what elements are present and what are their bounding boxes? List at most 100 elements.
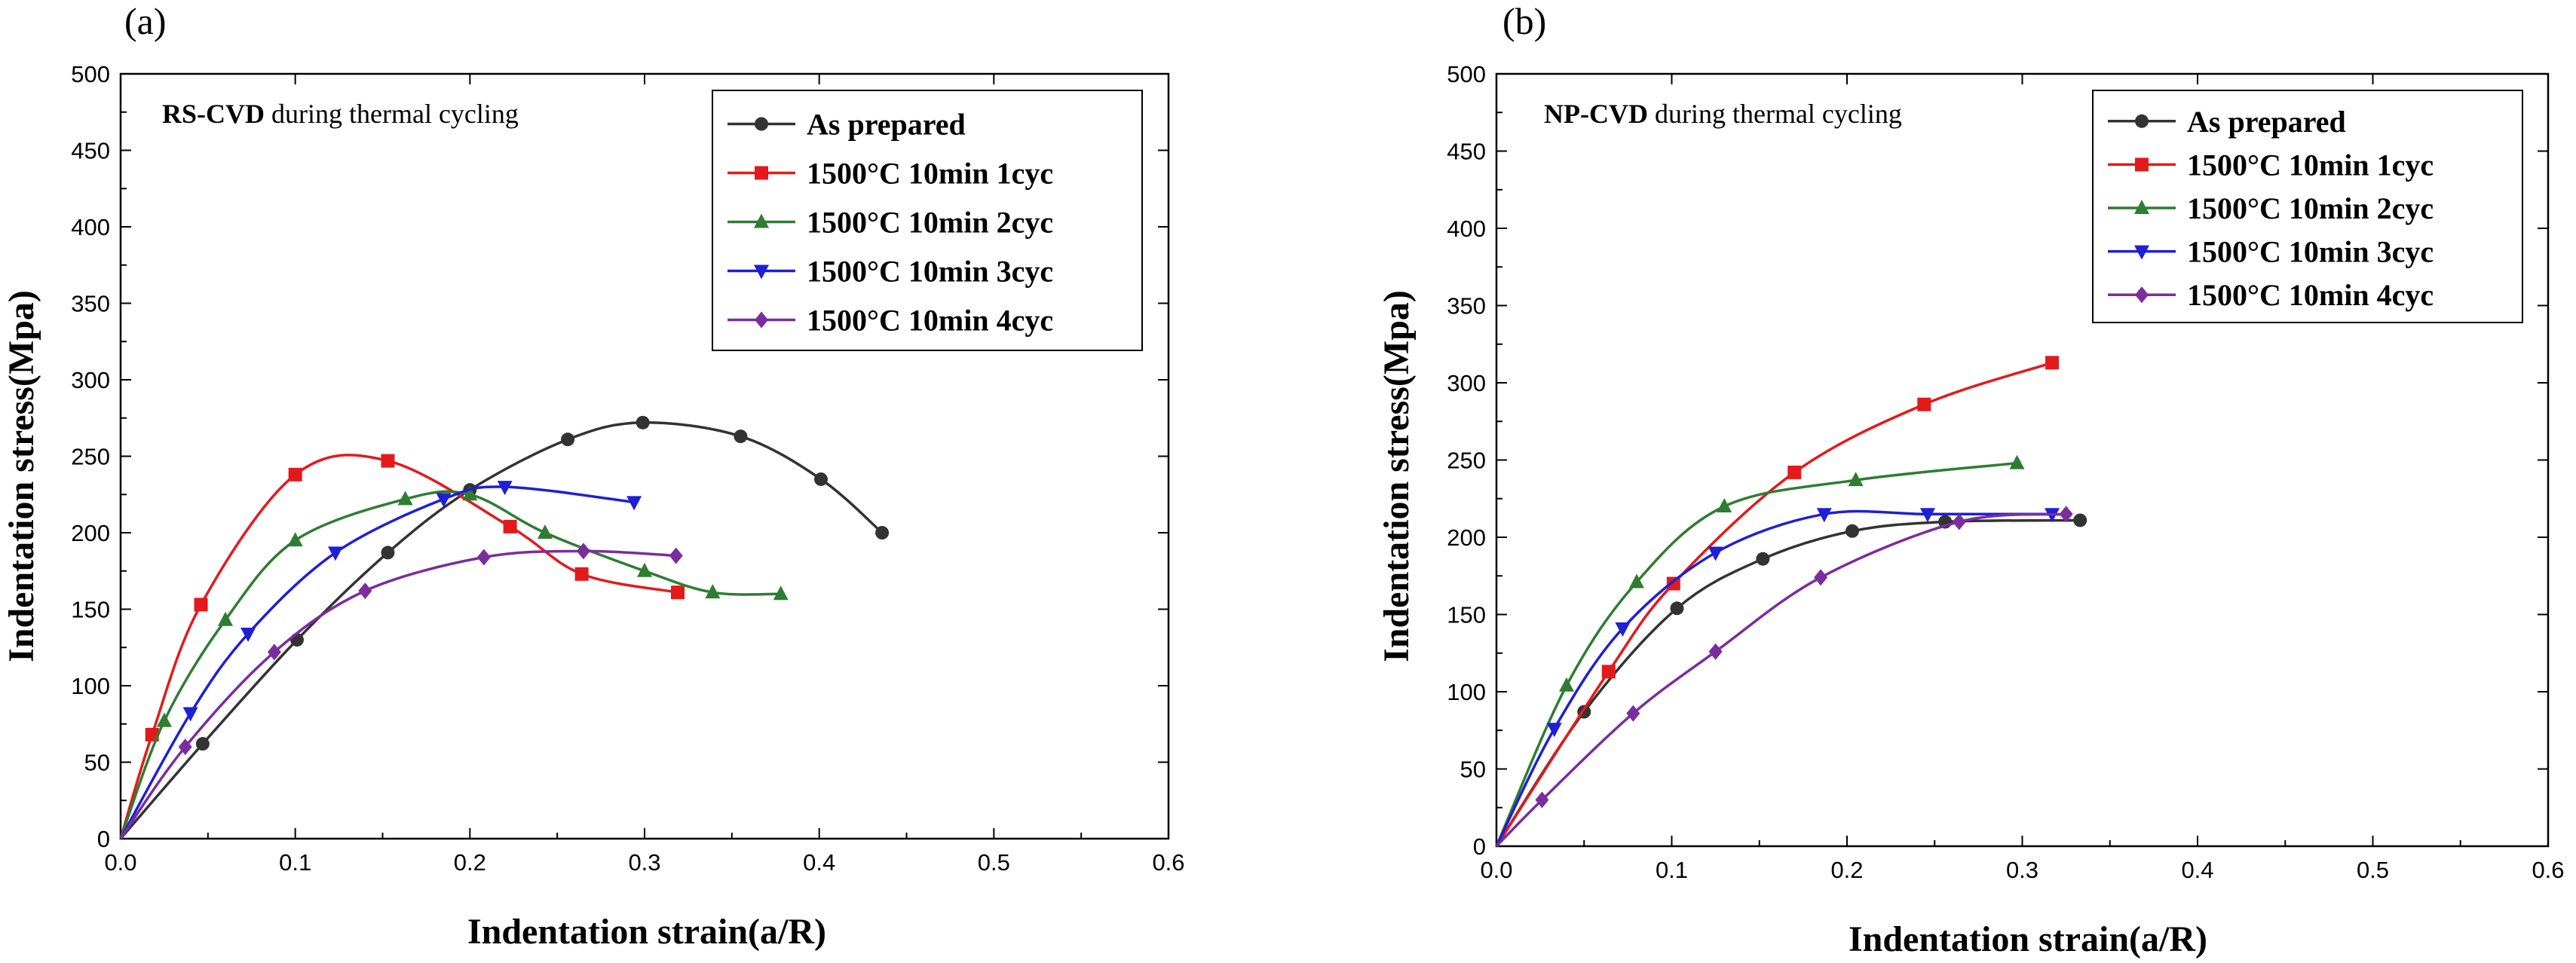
x-tick-label: 0.6 [1152, 849, 1184, 876]
data-point [1629, 573, 1644, 588]
data-point [2134, 245, 2149, 260]
y-tick-label: 200 [71, 520, 110, 546]
data-point [287, 532, 303, 547]
series-line [1495, 361, 2053, 847]
chart-annotation: RS-CVD during thermal cycling [162, 99, 519, 129]
data-point [1917, 397, 1931, 411]
data-point [2059, 506, 2073, 523]
data-point [1816, 508, 1832, 523]
data-point [397, 491, 413, 506]
panel-a: (a) 0.0 0.1 0.2 0.3 0.4 0.5 0.6 0 50 100 150 200 250… [2, 0, 1185, 952]
panel-b: (b) 0.0 0.1 0.2 0.3 0.4 0.5 0.6 0 50 100 150 200 250… [1377, 0, 2565, 959]
data-point [436, 493, 452, 508]
data-point [1666, 576, 1680, 591]
y-tick-label: 50 [1460, 757, 1486, 783]
data-point [1952, 513, 1966, 530]
y-tick-label: 300 [1447, 370, 1486, 396]
y-tick-label: 100 [71, 673, 110, 699]
data-point [1845, 524, 1859, 538]
y-tick-label: 150 [1447, 602, 1486, 628]
x-axis-title: Indentation strain(a/R) [467, 912, 826, 952]
data-point [289, 633, 304, 647]
data-point [178, 738, 192, 756]
y-tick-label: 100 [1447, 679, 1486, 705]
data-point [327, 546, 343, 561]
legend-box [712, 90, 1143, 351]
data-point [2135, 157, 2149, 172]
data-point [1919, 508, 1935, 523]
legend-label: 1500°C 10min 4cyc [2187, 278, 2434, 312]
series-group [119, 415, 890, 840]
data-point [537, 524, 553, 539]
x-tick-label: 0.0 [104, 849, 136, 876]
data-point [754, 264, 769, 280]
x-axis-title: Indentation strain(a/R) [1849, 919, 2207, 959]
data-point [1848, 472, 1864, 487]
data-point [503, 519, 517, 533]
annotation-text: during thermal cycling [1648, 99, 1902, 129]
data-point [705, 584, 721, 599]
data-point [218, 611, 233, 626]
x-tick-label: 0.1 [279, 849, 311, 876]
annotation-text: during thermal cycling [265, 99, 519, 129]
data-point [755, 311, 768, 329]
data-point [182, 707, 198, 722]
data-point [381, 546, 395, 560]
data-point [773, 585, 789, 601]
data-point [2009, 454, 2025, 469]
y-tick-label: 150 [71, 597, 110, 623]
data-point [637, 562, 652, 577]
data-point [381, 454, 395, 468]
series-line [119, 549, 676, 840]
data-point [1546, 723, 1562, 738]
data-point [574, 567, 589, 581]
data-point [2135, 286, 2149, 304]
data-point [288, 467, 302, 482]
data-point [2134, 200, 2149, 214]
x-tick-label: 0.2 [454, 849, 486, 876]
data-point [576, 543, 590, 560]
data-point [1535, 791, 1549, 809]
data-point [1708, 546, 1723, 561]
series-line [119, 490, 781, 839]
series-line [1495, 461, 2017, 847]
data-point [671, 585, 685, 600]
x-tick-label: 0.5 [2357, 857, 2389, 883]
data-point [1814, 569, 1828, 586]
data-point [194, 598, 208, 612]
legend-label: As prepared [807, 108, 966, 142]
y-tick-label: 0 [97, 826, 110, 852]
data-point [1626, 705, 1640, 722]
y-tick-label: 400 [71, 214, 110, 240]
legend: As prepared 1500°C 10min 1cyc 1500°C 10min… [712, 90, 1143, 351]
data-point [1717, 498, 1732, 512]
data-point [1756, 552, 1770, 566]
y-tick-label: 0 [1473, 833, 1486, 860]
panel-label: (b) [1502, 0, 1546, 42]
data-point [1787, 465, 1802, 479]
x-tick-label: 0.1 [1656, 857, 1688, 883]
y-tick-label: 200 [1447, 524, 1486, 551]
x-tick-label: 0.3 [2006, 857, 2038, 883]
y-tick-label: 50 [84, 750, 110, 776]
data-point [1559, 677, 1574, 692]
legend-label: As prepared [2187, 105, 2346, 139]
x-tick-label: 0.3 [628, 849, 660, 876]
series-line [1495, 512, 2066, 848]
x-tick-label: 0.5 [978, 849, 1010, 876]
series-group [1495, 356, 2087, 848]
data-point [734, 430, 748, 444]
data-point [462, 486, 478, 501]
data-point [267, 644, 281, 661]
y-tick-label: 400 [1447, 216, 1486, 242]
x-tick-label: 0.6 [2532, 857, 2564, 883]
data-point [195, 737, 210, 751]
data-point [636, 415, 650, 430]
legend-label: 1500°C 10min 3cyc [2187, 235, 2434, 269]
data-point [754, 213, 769, 228]
y-tick-label: 500 [71, 61, 110, 87]
legend-label: 1500°C 10min 2cyc [2187, 191, 2434, 225]
legend-label: 1500°C 10min 3cyc [807, 255, 1053, 289]
y-tick-label: 450 [71, 138, 110, 164]
